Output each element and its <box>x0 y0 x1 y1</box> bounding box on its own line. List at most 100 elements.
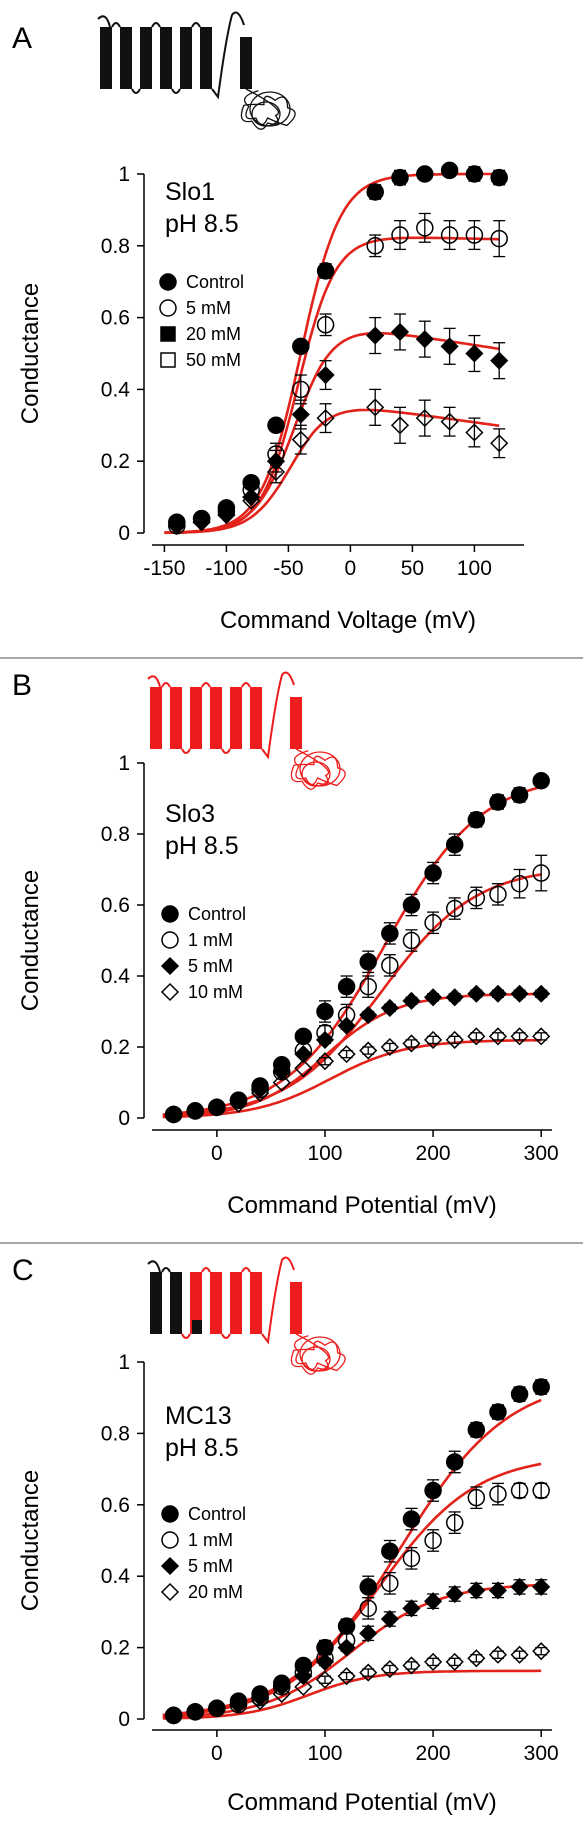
data-point <box>488 1645 508 1664</box>
data-point <box>242 491 261 510</box>
data-point <box>380 1609 399 1629</box>
y-tick-label: 0.2 <box>101 1637 130 1660</box>
data-point <box>467 1488 486 1507</box>
data-point <box>316 409 335 428</box>
data-point <box>337 1016 356 1035</box>
data-point <box>315 1030 335 1049</box>
data-point <box>292 380 310 399</box>
data-point <box>315 1652 335 1671</box>
data-point <box>445 1652 464 1671</box>
y-axis-label: Conductance <box>17 1470 44 1611</box>
x-tick-label: -150 <box>143 557 185 580</box>
y-axis-label: Conductance <box>17 870 44 1011</box>
panel-c: C 0 0.2 0.4 0.6 0.8 1 0 100 200 300 Command Potenti… <box>12 1254 559 1816</box>
data-point <box>424 864 442 882</box>
legend-label: 1 mM <box>188 930 233 950</box>
y-tick-label: 0 <box>118 1107 130 1130</box>
y-tick-label: 0.6 <box>101 1494 130 1517</box>
panel-letter: A <box>12 22 32 55</box>
y-tick-label: 0.8 <box>101 1422 130 1445</box>
x-tick-label: 300 <box>524 1742 559 1765</box>
y-tick-label: 1 <box>118 1351 130 1374</box>
legend-label: 10 mM <box>188 982 243 1002</box>
y-tick-label: 0.2 <box>101 1036 130 1059</box>
x-tick-label: 200 <box>416 1142 451 1165</box>
legend-label: 5 mM <box>188 956 233 976</box>
data-point <box>192 513 211 532</box>
data-point <box>467 1649 486 1668</box>
data-point <box>532 1577 551 1596</box>
data-point <box>532 1642 551 1661</box>
data-point <box>490 229 508 248</box>
data-point <box>380 1659 399 1679</box>
data-point <box>251 1688 270 1707</box>
data-point <box>251 1084 270 1103</box>
data-point <box>467 1421 486 1439</box>
data-point <box>467 984 486 1003</box>
data-point <box>359 1624 378 1643</box>
data-point <box>415 330 434 349</box>
data-point <box>381 924 399 943</box>
data-point <box>402 1549 421 1568</box>
data-point <box>316 365 335 385</box>
panel-letter: C <box>12 1254 34 1287</box>
legend-marker <box>159 273 177 291</box>
data-point <box>229 1094 248 1113</box>
data-point <box>292 337 310 356</box>
data-point <box>359 953 377 971</box>
data-point <box>416 219 434 237</box>
series-20-mm <box>164 1642 551 1725</box>
data-point <box>416 165 434 183</box>
data-point <box>380 998 399 1018</box>
legend-label: Control <box>188 1504 246 1524</box>
fit-curve <box>162 1669 542 1720</box>
data-point <box>402 1034 421 1053</box>
x-axis-label: Command Potential (mV) <box>227 1789 496 1816</box>
data-point <box>424 914 442 932</box>
y-tick-label: 0.8 <box>101 823 130 846</box>
data-point <box>294 1667 313 1686</box>
data-point <box>510 984 529 1003</box>
panel-letter: B <box>12 669 32 702</box>
legend-marker <box>161 1505 179 1523</box>
data-point <box>424 1030 443 1049</box>
data-point <box>207 1098 226 1117</box>
series-20-mm <box>167 313 509 535</box>
data-point <box>337 1667 356 1686</box>
x-tick-label: -50 <box>273 557 303 580</box>
data-point <box>424 1531 442 1550</box>
x-tick-label: 0 <box>211 1142 223 1165</box>
y-tick-label: 1 <box>118 752 130 775</box>
y-tick-label: 0.4 <box>101 1565 131 1588</box>
series-50-mm <box>167 388 509 535</box>
x-axis-label: Command Voltage (mV) <box>220 607 476 634</box>
data-point <box>424 1481 442 1500</box>
data-point <box>440 161 459 180</box>
data-point <box>445 988 464 1007</box>
data-point <box>445 899 464 918</box>
legend-label: Control <box>186 272 244 292</box>
x-tick-label: 100 <box>307 1142 342 1165</box>
y-axis-label: Conductance <box>17 283 44 424</box>
data-point <box>510 874 529 893</box>
legend-marker <box>159 299 177 317</box>
data-point <box>445 1584 464 1604</box>
data-point <box>381 1542 399 1560</box>
legend-marker <box>161 905 179 923</box>
data-point <box>164 1706 183 1725</box>
data-point <box>510 1027 529 1046</box>
data-point <box>489 1485 507 1503</box>
x-tick-label: 300 <box>524 1142 559 1165</box>
data-point <box>510 1385 529 1403</box>
data-point <box>402 931 421 950</box>
data-point <box>316 316 335 334</box>
y-tick-label: 0.2 <box>101 450 130 473</box>
legend-label: 20 mM <box>186 324 241 344</box>
data-point <box>366 183 384 201</box>
data-point <box>445 1453 464 1471</box>
condition-annotation: pH 8.5 <box>165 1434 239 1462</box>
channel-topology-diagram <box>147 671 346 790</box>
condition-annotation: Slo3 <box>165 800 215 828</box>
data-point <box>402 991 421 1010</box>
